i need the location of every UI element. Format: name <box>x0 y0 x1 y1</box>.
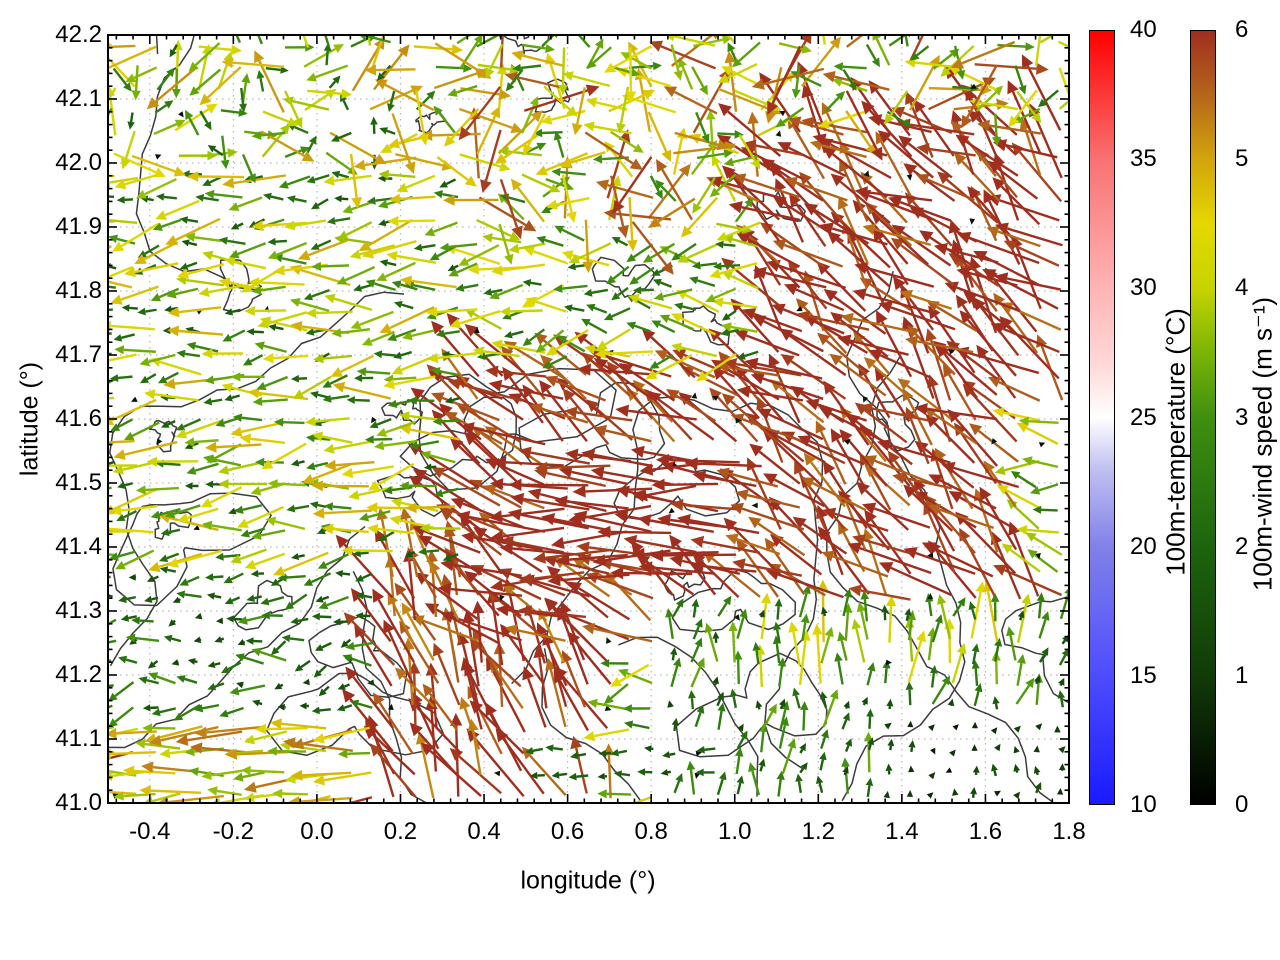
wind-speed-tick-label: 0 <box>1235 791 1249 818</box>
y-tick-label: 41.0 <box>55 789 102 816</box>
x-tick-label: 1.0 <box>718 818 752 845</box>
y-tick-label: 41.8 <box>55 277 102 304</box>
y-tick-label: 41.9 <box>55 213 102 240</box>
wind-speed-tick-label: 3 <box>1235 403 1249 431</box>
x-tick-label: 0.4 <box>467 818 501 845</box>
temperature-colorbar-title: 100m-temperature (°C) <box>1160 308 1191 576</box>
x-tick-label: 0.2 <box>383 818 418 845</box>
temperature-colorbar <box>1089 30 1115 805</box>
temperature-tick-label: 25 <box>1130 403 1157 431</box>
axis-ticks <box>108 34 1070 804</box>
y-tick-label: 41.3 <box>55 597 102 624</box>
wind-speed-colorbar <box>1190 30 1216 805</box>
y-tick-label: 42.1 <box>55 85 102 112</box>
y-tick-label: 41.7 <box>55 341 102 368</box>
y-tick-label: 42.0 <box>55 149 102 176</box>
wind-speed-colorbar-title: 100m-wind speed (m s⁻¹) <box>1247 296 1278 592</box>
temperature-tick-label: 35 <box>1130 145 1157 173</box>
wind-speed-tick-label: 1 <box>1235 661 1249 689</box>
temperature-tick-label: 20 <box>1130 532 1157 560</box>
x-tick-label: 0.6 <box>550 818 585 845</box>
x-tick-label: 1.8 <box>1052 818 1086 845</box>
x-tick-label: 0.0 <box>300 818 334 845</box>
temperature-tick-label: 40 <box>1130 16 1157 43</box>
temperature-tick-label: 30 <box>1130 274 1157 302</box>
x-tick-label: 1.2 <box>801 818 835 845</box>
x-tick-label: 1.4 <box>885 818 919 845</box>
wind-speed-tick-label: 5 <box>1235 145 1249 173</box>
x-tick-label: 0.8 <box>634 818 668 845</box>
wind-speed-tick-label: 4 <box>1235 274 1249 302</box>
x-tick-label: -0.2 <box>212 818 255 845</box>
wind-arrows <box>109 36 1068 802</box>
temperature-tick-label: 10 <box>1130 791 1157 818</box>
y-tick-label: 42.2 <box>55 21 102 48</box>
wind-speed-tick-label: 2 <box>1235 532 1249 560</box>
y-tick-label: 41.2 <box>55 661 102 688</box>
wind-speed-tick-label: 6 <box>1235 16 1249 43</box>
y-tick-label: 41.5 <box>55 469 102 496</box>
x-tick-label: 1.6 <box>968 818 1003 845</box>
y-tick-label: 41.1 <box>55 725 102 752</box>
temperature-tick-label: 15 <box>1130 661 1157 689</box>
x-tick-label: -0.4 <box>129 818 171 845</box>
x-axis-label: longitude (°) <box>520 866 656 895</box>
y-tick-label: 41.6 <box>55 405 102 432</box>
y-tick-label: 41.4 <box>55 533 102 560</box>
